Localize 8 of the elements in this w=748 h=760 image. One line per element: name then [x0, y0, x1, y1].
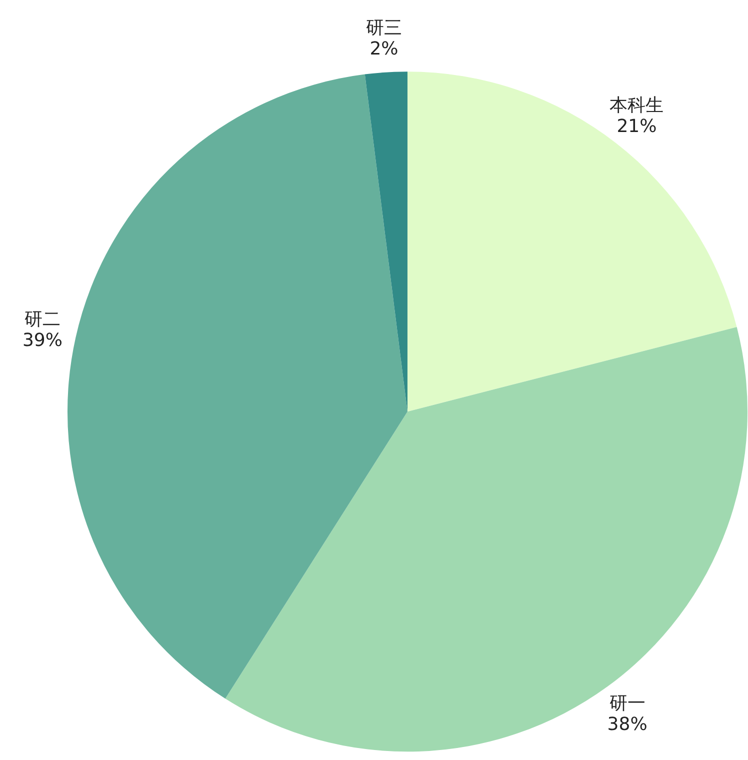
data-label: 21%: [616, 116, 657, 138]
slice-label: 研一: [609, 693, 646, 714]
slice-label: 研三: [366, 17, 402, 38]
data-label: 38%: [607, 714, 648, 736]
data-label: 39%: [22, 330, 62, 352]
slice-label: 本科生: [610, 95, 664, 116]
slice-label: 研二: [24, 309, 60, 330]
data-label: 2%: [370, 38, 398, 60]
